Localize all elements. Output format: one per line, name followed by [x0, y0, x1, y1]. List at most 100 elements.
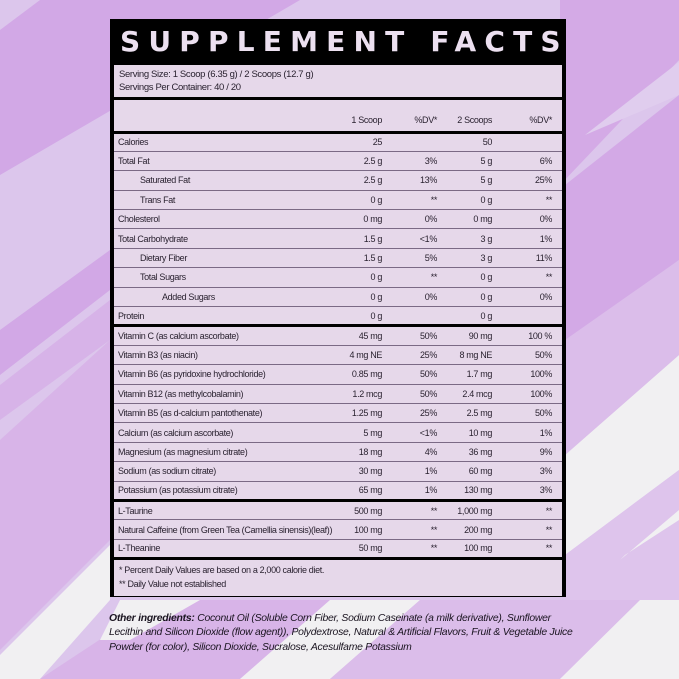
header-2-scoops: 2 Scoops	[441, 110, 496, 134]
table-row: L-Theanine 50 mg ** 100 mg **	[114, 539, 562, 561]
table-row: Vitamin B5 (as d-calcium pantothenate) 1.…	[114, 403, 562, 424]
table-row: Total Carbohydrate 1.5 g <1% 3 g 1%	[114, 228, 562, 249]
nutrient-name: Cholesterol	[114, 209, 330, 230]
amount-2-scoops: 1.7 mg	[441, 364, 496, 385]
amount-1-scoop: 30 mg	[330, 461, 386, 482]
dv-1-scoop: 1%	[386, 461, 441, 482]
dv-2-scoops: 50%	[496, 403, 562, 424]
amount-1-scoop: 2.5 g	[330, 151, 386, 172]
amount-1-scoop: 0 g	[330, 267, 386, 288]
dv-1-scoop: 50%	[386, 384, 441, 404]
amount-2-scoops: 0 g	[441, 306, 496, 328]
amount-2-scoops: 130 mg	[441, 481, 496, 502]
amount-2-scoops: 50	[441, 132, 496, 152]
serving-divider	[114, 97, 562, 110]
table-row: Calories 25 50	[114, 132, 562, 152]
amount-1-scoop: 0 g	[330, 287, 386, 308]
dv-2-scoops	[496, 306, 562, 328]
dv-1-scoop: <1%	[386, 422, 441, 443]
dv-2-scoops: 100%	[496, 364, 562, 385]
amount-1-scoop: 4 mg NE	[330, 345, 386, 366]
footnote-dv-not-established: ** Daily Value not established	[119, 579, 226, 590]
nutrient-name: L-Taurine	[114, 500, 330, 521]
nutrient-name: Calcium (as calcium ascorbate)	[114, 422, 330, 443]
amount-1-scoop: 1.5 g	[330, 228, 386, 249]
amount-2-scoops: 5 g	[441, 170, 496, 191]
dv-2-scoops: **	[496, 539, 562, 561]
dv-2-scoops: 0%	[496, 287, 562, 308]
table-row: Trans Fat 0 g ** 0 g **	[114, 190, 562, 211]
dv-1-scoop: **	[386, 190, 441, 211]
nutrient-name: Total Sugars	[114, 267, 330, 288]
amount-1-scoop: 100 mg	[330, 519, 386, 540]
nutrient-name: Vitamin B5 (as d-calcium pantothenate)	[114, 403, 330, 424]
table-row: L-Taurine 500 mg ** 1,000 mg **	[114, 500, 562, 521]
amount-1-scoop: 25	[330, 132, 386, 152]
dv-2-scoops: **	[496, 519, 562, 540]
header-dv-2: %DV*	[496, 110, 562, 134]
amount-2-scoops: 5 g	[441, 151, 496, 172]
dv-1-scoop	[386, 306, 441, 328]
table-row: Natural Caffeine (from Green Tea (Camell…	[114, 519, 562, 540]
amount-2-scoops: 2.5 mg	[441, 403, 496, 424]
nutrient-name: Added Sugars	[114, 287, 330, 308]
nutrient-name: Vitamin C (as calcium ascorbate)	[114, 325, 330, 346]
table-row: Vitamin B3 (as niacin) 4 mg NE 25% 8 mg NE 5…	[114, 345, 562, 366]
nutrient-name: Calories	[114, 132, 330, 152]
footnote-percent-dv: * Percent Daily Values are based on a 2,…	[119, 565, 325, 576]
dv-1-scoop: 50%	[386, 364, 441, 385]
amount-2-scoops: 36 mg	[441, 442, 496, 463]
dv-1-scoop: 3%	[386, 151, 441, 172]
dv-1-scoop: 0%	[386, 209, 441, 230]
nutrient-name: Protein	[114, 306, 330, 328]
amount-1-scoop: 1.2 mcg	[330, 384, 386, 404]
amount-2-scoops: 0 g	[441, 190, 496, 211]
amount-1-scoop: 0 mg	[330, 209, 386, 230]
dv-1-scoop: **	[386, 519, 441, 540]
nutrient-name: Dietary Fiber	[114, 248, 330, 269]
footnotes: * Percent Daily Values are based on a 2,…	[114, 560, 562, 597]
table-row: Total Fat 2.5 g 3% 5 g 6%	[114, 151, 562, 172]
other-ingredients-text: Coconut Oil (Soluble Corn Fiber, Sodium …	[109, 613, 573, 653]
dv-2-scoops: **	[496, 500, 562, 521]
amount-2-scoops: 60 mg	[441, 461, 496, 482]
amount-2-scoops: 2.4 mcg	[441, 384, 496, 404]
nutrition-table: 1 Scoop %DV* 2 Scoops %DV* Calories 25 50 T…	[114, 110, 562, 561]
dv-2-scoops: 9%	[496, 442, 562, 463]
amount-2-scoops: 0 g	[441, 267, 496, 288]
table-row: Vitamin B12 (as methylcobalamin) 1.2 mcg 5…	[114, 384, 562, 404]
amount-1-scoop: 5 mg	[330, 422, 386, 443]
dv-2-scoops: 6%	[496, 151, 562, 172]
dv-2-scoops: 1%	[496, 228, 562, 249]
dv-1-scoop: 25%	[386, 345, 441, 366]
nutrient-name: Saturated Fat	[114, 170, 330, 191]
supplement-facts-panel: SUPPLEMENT FACTS Serving Size: 1 Scoop (…	[110, 19, 566, 597]
dv-2-scoops: **	[496, 267, 562, 288]
nutrient-name: Trans Fat	[114, 190, 330, 211]
dv-1-scoop: **	[386, 267, 441, 288]
nutrient-name: Total Fat	[114, 151, 330, 172]
dv-1-scoop: 1%	[386, 481, 441, 502]
amount-1-scoop: 50 mg	[330, 539, 386, 561]
amount-2-scoops: 8 mg NE	[441, 345, 496, 366]
header-dv-1: %DV*	[386, 110, 441, 134]
nutrient-name: Vitamin B3 (as niacin)	[114, 345, 330, 366]
header-name	[114, 110, 330, 134]
nutrient-name: Magnesium (as magnesium citrate)	[114, 442, 330, 463]
dv-2-scoops: 3%	[496, 481, 562, 502]
nutrient-name: Vitamin B6 (as pyridoxine hydrochloride)	[114, 364, 330, 385]
table-row: Total Sugars 0 g ** 0 g **	[114, 267, 562, 288]
other-ingredients: Other ingredients: Coconut Oil (Soluble …	[109, 612, 579, 655]
dv-2-scoops: 50%	[496, 345, 562, 366]
other-ingredients-label: Other ingredients:	[109, 613, 195, 624]
amount-2-scoops: 100 mg	[441, 539, 496, 561]
table-row: Sodium (as sodium citrate) 30 mg 1% 60 mg 3%	[114, 461, 562, 482]
table-header-row: 1 Scoop %DV* 2 Scoops %DV*	[114, 110, 562, 134]
dv-2-scoops: 3%	[496, 461, 562, 482]
table-row: Vitamin B6 (as pyridoxine hydrochloride)…	[114, 364, 562, 385]
dv-1-scoop: 5%	[386, 248, 441, 269]
table-row: Added Sugars 0 g 0% 0 g 0%	[114, 287, 562, 308]
dv-1-scoop: **	[386, 539, 441, 561]
nutrient-name: Total Carbohydrate	[114, 228, 330, 249]
